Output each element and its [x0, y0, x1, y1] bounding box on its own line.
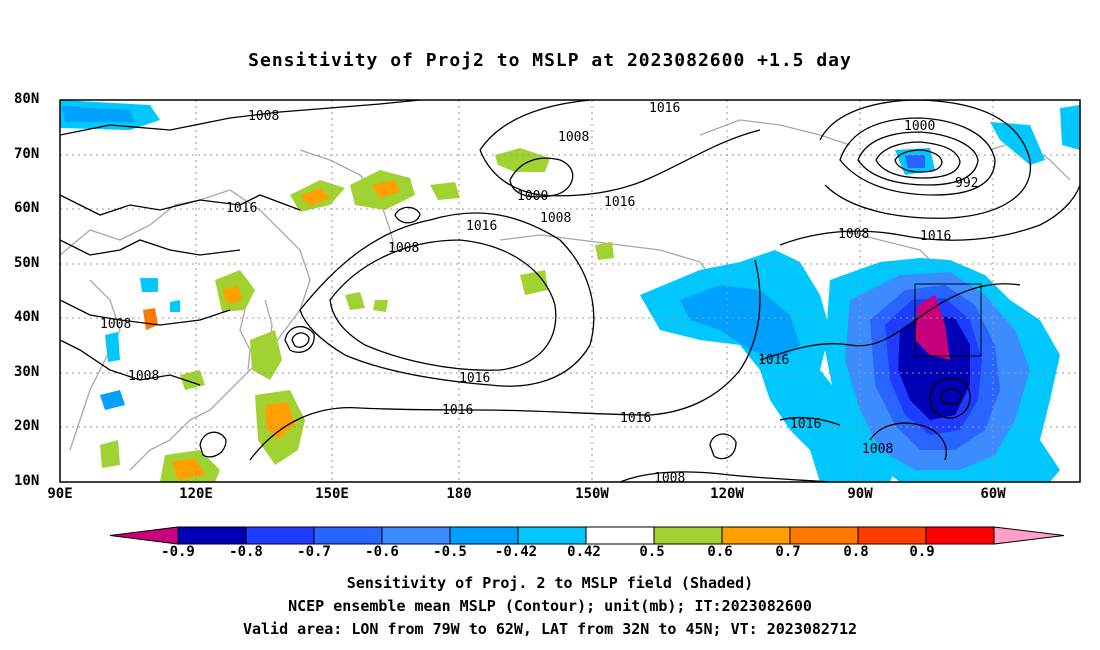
lat-label-60n: 60N: [14, 200, 40, 216]
contour-label: 1016: [604, 195, 635, 210]
colorbar-label: -0.9: [161, 544, 195, 560]
lon-label-90w: 90W: [847, 486, 873, 502]
coastlines: [60, 119, 1071, 471]
lon-label-180: 180: [446, 486, 472, 502]
lon-label-120w: 120W: [710, 486, 744, 502]
contour-label: 1008: [862, 442, 893, 457]
contour-label: 1008: [838, 227, 869, 242]
colorbar-swatch: [381, 526, 451, 545]
lat-label-10n: 10N: [14, 473, 40, 489]
colorbar-swatch: [517, 526, 587, 545]
caption-line-2: NCEP ensemble mean MSLP (Contour); unit(…: [288, 597, 812, 615]
negative-sensitivity-shading: [60, 100, 1080, 482]
colorbar-label: -0.7: [297, 544, 331, 560]
caption-line-3: Valid area: LON from 79W to 62W, LAT fro…: [242, 620, 858, 638]
contour-label: 1000: [517, 189, 548, 204]
lon-label-90e: 90E: [47, 486, 73, 502]
contour-label: 1016: [758, 353, 789, 368]
contour-label: 1008: [100, 317, 131, 332]
colorbar-label: 0.9: [909, 544, 935, 560]
contour-label: 1016: [620, 411, 651, 426]
colorbar-label: 0.7: [775, 544, 801, 560]
lon-label-150e: 150E: [315, 486, 349, 502]
lat-label-40n: 40N: [14, 309, 40, 325]
lat-label-30n: 30N: [14, 364, 40, 380]
map-gridlines: [60, 100, 1080, 482]
colorbar-swatch: [721, 526, 791, 545]
colorbar-label: -0.8: [229, 544, 263, 560]
colorbar-high-extend: [993, 526, 1065, 545]
colorbar-swatch: [449, 526, 519, 545]
colorbar-swatch: [653, 526, 723, 545]
colorbar-swatch: [245, 526, 315, 545]
mslp-contours: [60, 100, 1080, 482]
contour-label: 1016: [790, 417, 821, 432]
map-frame: [59, 99, 1081, 483]
lat-label-80n: 80N: [14, 91, 40, 107]
contour-label: 1008: [654, 471, 685, 486]
contour-label: 1008: [128, 369, 159, 384]
contour-label: 1016: [466, 219, 497, 234]
contour-label: 1016: [226, 201, 257, 216]
colorbar-swatch: [925, 526, 995, 545]
lat-label-20n: 20N: [14, 418, 40, 434]
colorbar-low-extend: [109, 526, 179, 545]
colorbar-label: -0.6: [365, 544, 399, 560]
colorbar-label: -0.42: [494, 544, 538, 560]
contour-label: 1016: [459, 371, 490, 386]
colorbar-swatch: [313, 526, 383, 545]
positive-sensitivity-shading: [100, 148, 614, 482]
contour-labels: 1008 1016 1008 1016 1008 1000 1008 1016 …: [100, 101, 978, 486]
colorbar-swatch: [789, 526, 859, 545]
contour-label: 1016: [442, 403, 473, 418]
contour-label: 1016: [920, 229, 951, 244]
lon-label-60w: 60W: [980, 486, 1006, 502]
lat-label-50n: 50N: [14, 255, 40, 271]
colorbar: [109, 526, 1065, 545]
colorbar-label: 0.42: [567, 544, 601, 560]
contour-label: 1008: [388, 241, 419, 256]
colorbar-swatch: [177, 526, 247, 545]
colorbar-label: 0.5: [639, 544, 665, 560]
caption-line-1: Sensitivity of Proj. 2 to MSLP field (Sh…: [346, 574, 754, 592]
contour-label: 1008: [540, 211, 571, 226]
contour-label: 1008: [248, 109, 279, 124]
contour-label: 1008: [558, 130, 589, 145]
colorbar-swatch: [585, 526, 655, 545]
lat-label-70n: 70N: [14, 146, 40, 162]
lon-label-120e: 120E: [179, 486, 213, 502]
lon-label-150w: 150W: [575, 486, 609, 502]
contour-label: 1016: [649, 101, 680, 116]
valid-area-box: [914, 283, 982, 357]
colorbar-label: 0.6: [707, 544, 733, 560]
contour-label: 992: [955, 176, 978, 191]
colorbar-label: -0.5: [433, 544, 467, 560]
colorbar-swatch: [857, 526, 927, 545]
contour-label: 1000: [904, 119, 935, 134]
plot-title: Sensitivity of Proj2 to MSLP at 20230826…: [248, 50, 852, 71]
colorbar-label: 0.8: [843, 544, 869, 560]
